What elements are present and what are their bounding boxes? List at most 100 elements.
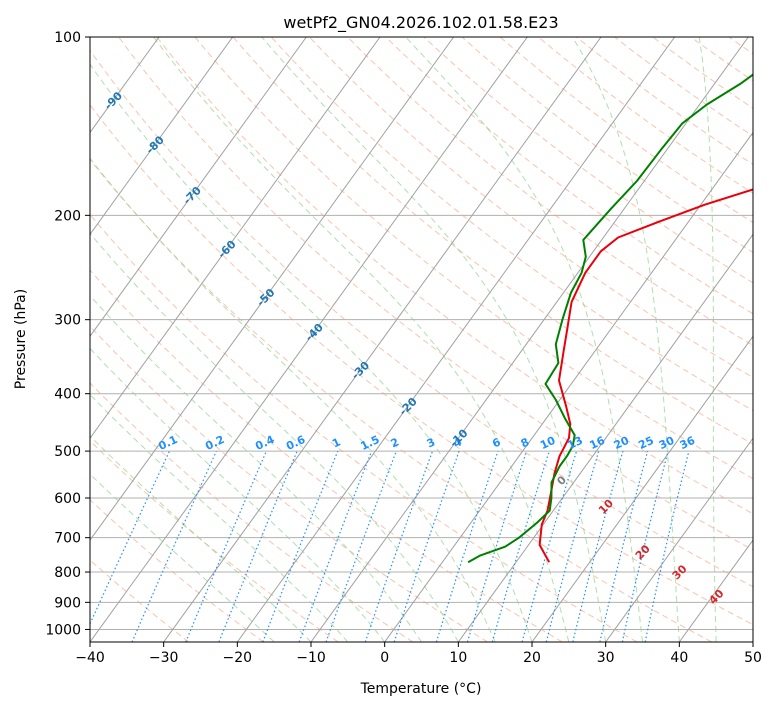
x-tick-label: 10	[449, 650, 467, 666]
y-tick-label: 300	[54, 313, 81, 329]
y-tick-label: 500	[54, 444, 81, 460]
mixing-ratio-label: 6	[490, 435, 503, 450]
temperature-profile-line	[538, 188, 753, 563]
y-tick-label: 400	[54, 387, 81, 403]
isotherm-line	[678, 539, 753, 642]
mixing-ratio-label: 2	[389, 435, 401, 450]
isotherm-label: -20	[397, 395, 420, 418]
dry-adiabat-line	[461, 37, 753, 254]
moist-adiabat-line	[90, 435, 312, 642]
moist-adiabat-label: 20	[633, 542, 653, 562]
mixing-ratio-label: 1.5	[358, 433, 381, 453]
mixing-ratio-line	[545, 450, 600, 642]
isotherm-line	[0, 37, 12, 642]
mixing-ratio-line	[572, 450, 624, 642]
y-tick-label: 700	[54, 531, 81, 547]
dry-adiabat-line	[90, 49, 753, 588]
mixing-ratio-line	[621, 450, 669, 642]
moist-adiabat-line	[405, 37, 643, 642]
mixing-ratio-label: 25	[636, 434, 655, 452]
mixing-ratio-line	[599, 450, 649, 642]
x-tick-label: 50	[744, 650, 762, 666]
isotherm-line	[90, 37, 307, 338]
mixing-ratio-line	[393, 450, 460, 642]
y-tick-label: 800	[54, 565, 81, 581]
chart-title: wetPf2_GN04.2026.102.01.58.E23	[283, 13, 558, 33]
isotherm-line	[236, 37, 676, 642]
isotherm-label: -80	[144, 133, 167, 156]
isotherm-line	[90, 37, 455, 541]
x-tick-label: −20	[223, 650, 253, 666]
moist-adiabat-line	[153, 37, 570, 642]
mixing-ratio-label: 16	[588, 434, 608, 452]
y-tick-label: 600	[54, 491, 81, 507]
isotherm-label: -100	[54, 47, 83, 76]
moist-adiabat-label: 10	[596, 497, 616, 517]
isotherm-line	[752, 641, 753, 642]
mixing-ratio-line	[644, 450, 690, 642]
y-tick-label: 200	[54, 208, 81, 224]
dry-adiabat-line	[118, 37, 753, 551]
mixing-ratio-line	[491, 450, 550, 642]
isotherm-line	[163, 37, 602, 642]
plot-frame	[89, 36, 754, 643]
moist-adiabat-line	[90, 63, 533, 642]
mixing-ratio-line	[298, 450, 373, 642]
dry-adiabat-line	[90, 325, 488, 642]
moist-adiabat-label: 30	[670, 562, 690, 582]
dry-adiabat-line	[90, 269, 563, 642]
mixing-ratio-label: 0.2	[203, 433, 226, 453]
mixing-ratio-label: 10	[538, 434, 558, 452]
dry-adiabat-line	[537, 37, 753, 194]
mixing-ratio-line	[218, 450, 298, 642]
isotherm-line	[457, 233, 753, 642]
dry-adiabat-line	[90, 440, 339, 642]
isotherm-line	[90, 37, 528, 642]
mixing-ratio-label: 3	[425, 435, 437, 450]
dry-adiabat-line	[767, 37, 775, 642]
mixing-ratio-label: 0.6	[284, 433, 307, 453]
dry-adiabat-line	[347, 37, 753, 346]
mixing-ratio-label: 36	[678, 434, 698, 452]
isotherm-line	[90, 37, 234, 236]
moist-adiabat-line	[698, 37, 717, 642]
dry-adiabat-line	[270, 37, 753, 412]
isotherm-line	[605, 437, 753, 642]
isotherm-line	[310, 37, 749, 642]
x-tick-label: −30	[149, 650, 179, 666]
isotherm-line	[531, 335, 753, 642]
mixing-ratio-label: 13	[565, 434, 584, 452]
moist-adiabat-line	[90, 294, 422, 642]
dry-adiabat-line	[90, 213, 638, 642]
moist-adiabat-line	[90, 347, 386, 642]
isotherm-label: -90	[102, 89, 125, 112]
mixing-ratio-line	[435, 450, 499, 642]
moist-adiabat-line	[90, 393, 349, 642]
isotherm-line	[90, 37, 381, 440]
mixing-ratio-line	[185, 450, 267, 642]
mixing-ratio-label: 1	[330, 435, 342, 450]
moist-adiabat-line	[571, 37, 680, 642]
dry-adiabat-line	[90, 158, 712, 642]
isotherm-label: -30	[349, 359, 372, 382]
x-tick-label: 0	[380, 650, 389, 666]
y-tick-label: 900	[54, 595, 81, 611]
mixing-ratio-label: 0.1	[156, 433, 179, 453]
dry-adiabat-line	[690, 37, 753, 82]
isotherm-line	[384, 131, 753, 642]
moist-adiabat-label: 0	[554, 473, 569, 488]
moist-adiabat-line	[90, 157, 496, 642]
mixing-ratio-label: 20	[612, 434, 632, 452]
y-axis-label: Pressure (hPa)	[13, 289, 29, 389]
mixing-ratio-label: 30	[657, 434, 677, 452]
mixing-ratio-line	[131, 450, 217, 642]
mixing-ratio-label: 0.4	[253, 433, 276, 453]
mixing-ratio-line	[325, 450, 397, 642]
isotherm-label: -10	[447, 426, 470, 449]
x-axis-label: Temperature (°C)	[360, 681, 482, 697]
x-tick-label: −10	[296, 650, 326, 666]
mixing-ratio-line	[262, 450, 339, 642]
dry-adiabat-line	[423, 37, 753, 284]
moist-adiabat-label: 40	[706, 587, 726, 607]
